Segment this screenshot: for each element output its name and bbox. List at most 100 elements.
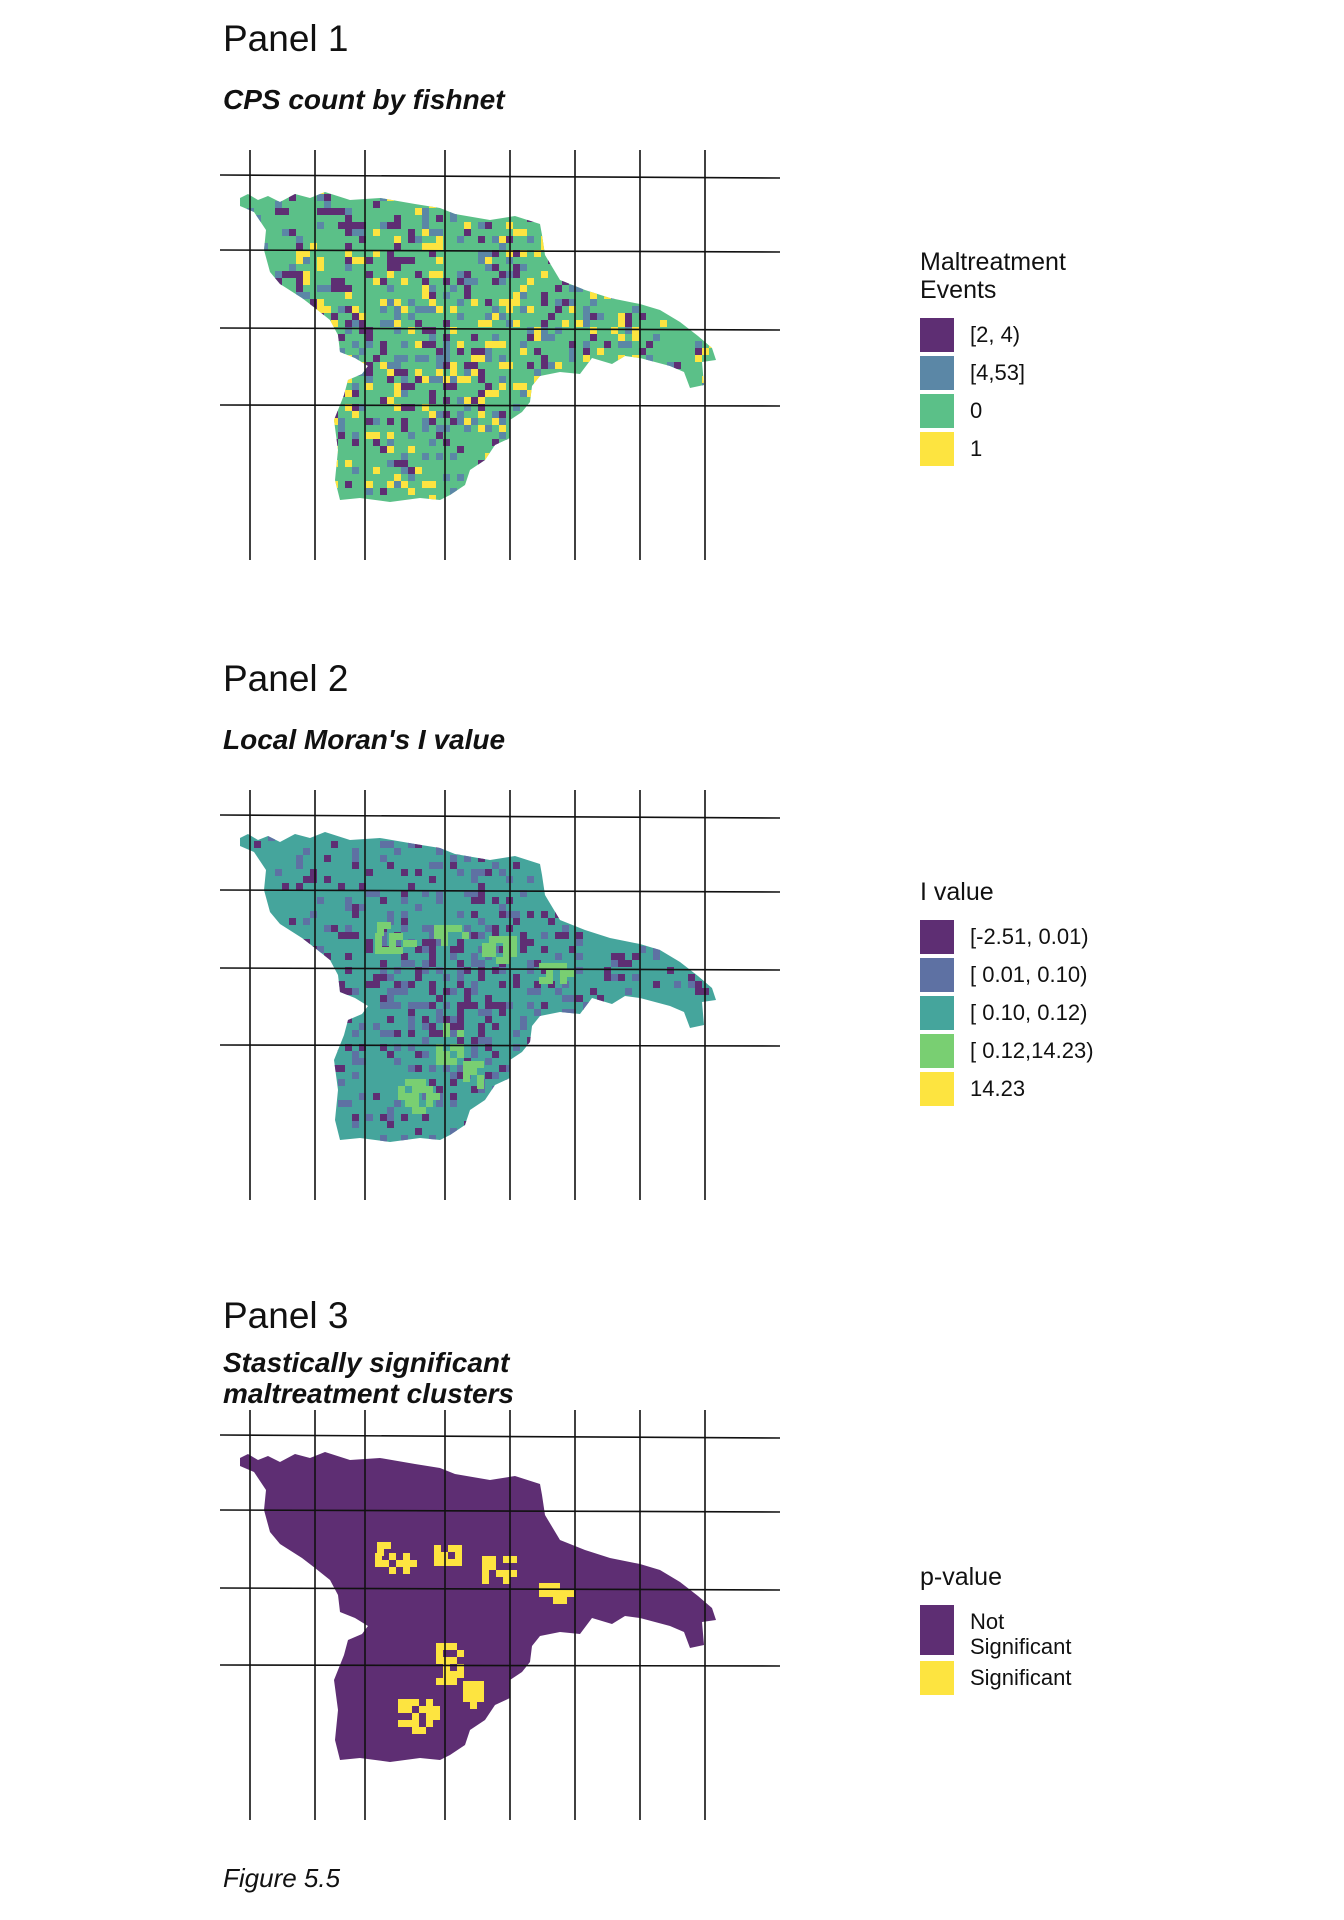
panel-title: Panel 1 <box>223 18 349 59</box>
fishnet-cell <box>373 192 380 194</box>
fishnet-cell <box>527 453 534 460</box>
fishnet-cell <box>485 453 492 460</box>
fishnet-cell <box>408 404 415 411</box>
cluster-cell <box>434 1552 441 1559</box>
fishnet-cell <box>513 192 520 194</box>
fishnet-cell <box>590 383 597 390</box>
fishnet-cell <box>415 841 422 848</box>
fishnet-cell <box>415 1002 422 1009</box>
fishnet-cell <box>443 201 450 208</box>
fishnet-cell <box>667 1107 674 1114</box>
fishnet-cell <box>576 918 583 925</box>
fishnet-cell <box>338 425 345 432</box>
fishnet-cell <box>464 229 471 236</box>
fishnet-cell <box>345 404 352 411</box>
fishnet-cell <box>408 1009 415 1016</box>
fishnet-cell <box>471 194 478 201</box>
fishnet-cell <box>618 953 625 960</box>
fishnet-cell <box>667 362 674 369</box>
fishnet-cell <box>338 883 345 890</box>
fishnet-cell <box>289 953 296 960</box>
fishnet-cell <box>513 502 520 509</box>
fishnet-cell <box>513 201 520 208</box>
fishnet-cell <box>394 1030 401 1037</box>
fishnet-cell <box>380 341 387 348</box>
fishnet-cell <box>275 988 282 995</box>
fishnet-cell <box>450 1030 457 1037</box>
fishnet-cell <box>415 306 422 313</box>
fishnet-cell <box>387 1107 394 1114</box>
fishnet-cell <box>289 229 296 236</box>
cluster-cell <box>482 1556 489 1563</box>
fishnet-cell <box>296 1009 303 1016</box>
fishnet-cell <box>457 1002 464 1009</box>
fishnet-cell <box>331 362 338 369</box>
fishnet-cell <box>366 939 373 946</box>
fishnet-cell <box>548 862 555 869</box>
fishnet-cell <box>436 1009 443 1016</box>
fishnet-cell <box>310 1086 317 1093</box>
fishnet-cell <box>695 981 702 988</box>
fishnet-cell <box>611 960 618 967</box>
fishnet-cell <box>317 1058 324 1065</box>
fishnet-cell <box>436 236 443 243</box>
fishnet-cell <box>387 974 394 981</box>
fishnet-cell <box>597 425 604 432</box>
fishnet-cell <box>261 918 268 925</box>
fishnet-cell <box>709 897 716 904</box>
fishnet-cell <box>457 869 464 876</box>
fishnet-cell <box>660 862 667 869</box>
fishnet-cell <box>464 1002 471 1009</box>
fishnet-cell <box>709 1142 716 1149</box>
fishnet-cell <box>380 897 387 904</box>
fishnet-cell <box>331 495 338 502</box>
cluster-cell <box>412 1100 419 1107</box>
fishnet-cell <box>667 292 674 299</box>
fishnet-cell <box>296 292 303 299</box>
fishnet-cell <box>646 439 653 446</box>
fishnet-cell <box>240 285 247 292</box>
fishnet-cell <box>478 960 485 967</box>
fishnet-cell <box>331 841 338 848</box>
cluster-cell <box>426 1720 433 1727</box>
cluster-cell <box>546 1590 553 1597</box>
fishnet-cell <box>653 946 660 953</box>
fishnet-cell <box>499 911 506 918</box>
fishnet-cell <box>408 834 415 841</box>
fishnet-cell <box>716 1107 723 1114</box>
cluster-cell <box>455 1552 462 1559</box>
fishnet-cell <box>282 1135 289 1142</box>
fishnet-cell <box>429 862 436 869</box>
fishnet-cell <box>415 467 422 474</box>
fishnet-cell <box>296 180 303 187</box>
fishnet-cell <box>667 495 674 502</box>
fishnet-cell <box>590 313 597 320</box>
cluster-cell <box>503 1577 510 1584</box>
fishnet-cell <box>303 946 310 953</box>
cluster-cell <box>426 1086 433 1093</box>
fishnet-cell <box>254 334 261 341</box>
fishnet-cell <box>499 383 506 390</box>
fishnet-cell <box>716 1100 723 1107</box>
fishnet-cell <box>408 1023 415 1030</box>
fishnet-cell <box>394 257 401 264</box>
cluster-cell <box>403 940 410 947</box>
graticule-line <box>220 404 781 407</box>
fishnet-cell <box>429 376 436 383</box>
fishnet-cell <box>485 1072 492 1079</box>
fishnet-cell <box>401 953 408 960</box>
fishnet-cell <box>324 1051 331 1058</box>
fishnet-cell <box>562 911 569 918</box>
fishnet-cell <box>422 215 429 222</box>
legend-item: Significant <box>920 1661 1320 1699</box>
fishnet-cell <box>520 341 527 348</box>
fishnet-cell <box>380 1030 387 1037</box>
fishnet-cell <box>716 502 723 509</box>
fishnet-cell <box>583 502 590 509</box>
fishnet-cell <box>394 369 401 376</box>
fishnet-cell <box>471 960 478 967</box>
fishnet-cell <box>296 974 303 981</box>
fishnet-cell <box>317 264 324 271</box>
fishnet-cell <box>408 1065 415 1072</box>
fishnet-cell <box>646 446 653 453</box>
